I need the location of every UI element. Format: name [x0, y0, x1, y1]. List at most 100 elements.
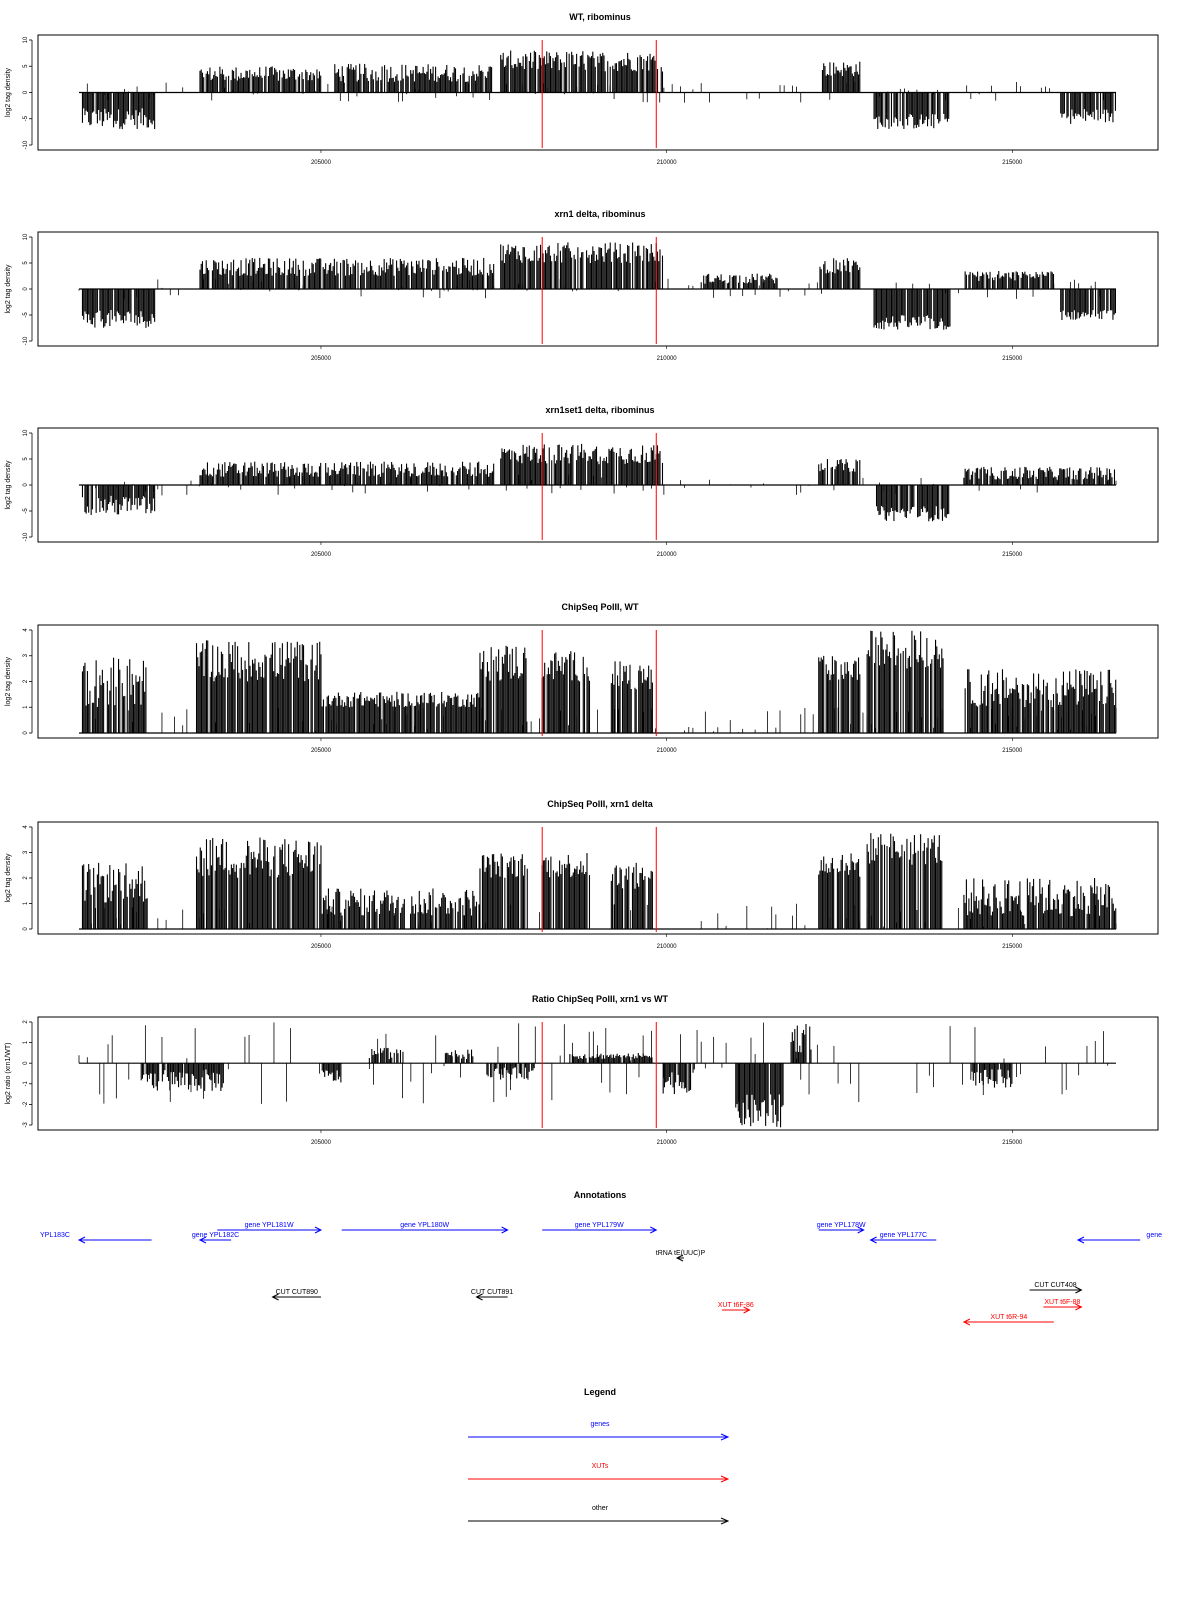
arrow-head-right [1075, 1303, 1083, 1311]
y-axis-label: log2 ratio (xrn1/WT) [5, 1043, 12, 1105]
arrow-head-right [857, 1226, 865, 1234]
panel-title: ChipSeq PolII, xrn1 delta [547, 799, 654, 809]
arrow-head-left [77, 1236, 86, 1244]
y-tick-label: -10 [23, 336, 29, 345]
chart-panel-2: xrn1 delta, ribominus 10 5 0 -5 -10 log2 tag d… [5, 209, 1159, 362]
y-tick-label: 3 [23, 850, 29, 854]
arrow-head-left [1076, 1236, 1085, 1244]
annotation-label: XUT t6F-88 [1044, 1299, 1080, 1306]
y-axis-label: log2 tag density [5, 460, 12, 510]
plot-frame [37, 427, 1159, 543]
y-tick-label: -10 [23, 532, 29, 541]
y-axis-label: log2 tag density [5, 656, 12, 706]
annotation-item: XUT t6F-86 [718, 1302, 754, 1314]
annotation-item: gene YPL177C [869, 1232, 937, 1244]
x-tick-label: 210000 [657, 748, 678, 754]
y-tick-label: 3 [23, 653, 29, 657]
x-tick-label: 210000 [657, 160, 678, 166]
annotations-title: Annotations [574, 1190, 627, 1200]
y-tick-label: 0 [23, 1061, 29, 1065]
annotation-label: gene YPL182C [192, 1232, 239, 1239]
annotation-item: gene YPL182C [192, 1232, 239, 1244]
annotation-item: XUT t6R-94 [962, 1314, 1054, 1326]
arrow-head-left [198, 1236, 207, 1244]
annotation-label: gene YPL177C [880, 1232, 927, 1239]
arrow-head-right [1075, 1286, 1083, 1294]
panel-title: xrn1 delta, ribominus [554, 209, 645, 219]
plot-frame [37, 34, 1159, 151]
annotation-label: gene YPL178W [817, 1222, 866, 1229]
arrow-head-right [501, 1226, 509, 1234]
legend-title: Legend [584, 1387, 616, 1397]
y-tick-label: 10 [23, 429, 29, 436]
y-tick-label: 1 [23, 901, 29, 905]
plot-frame [37, 1016, 1159, 1131]
x-tick-label: 205000 [311, 944, 332, 950]
data-bars [81, 630, 1117, 733]
arrow-head-left [962, 1318, 971, 1326]
legend-label: genes [590, 1421, 610, 1428]
data-bars [81, 833, 1117, 929]
annotation-item: YPL183C [40, 1232, 152, 1244]
plot-frame [37, 821, 1159, 935]
annotation-item: gene YPL181W [217, 1222, 323, 1234]
legend-arrow-head [720, 1517, 730, 1525]
y-tick-label: 1 [23, 705, 29, 709]
y-tick-label: 0 [23, 927, 29, 931]
y-tick-label: -5 [23, 312, 29, 318]
arrow-head-left [869, 1236, 877, 1244]
annotation-item: gene [1076, 1232, 1162, 1244]
data-bars [78, 1022, 1109, 1128]
y-axis-label: log2 tag density [5, 264, 12, 314]
x-tick-label: 215000 [1002, 160, 1023, 166]
x-tick-label: 210000 [657, 1140, 678, 1146]
annotation-item: tRNA tE(UUC)P [656, 1250, 705, 1262]
plot-frame [37, 624, 1159, 739]
arrow-head-right [650, 1226, 658, 1234]
legend-panel: Legend genes XUTs other [468, 1387, 730, 1525]
y-tick-label: 2 [23, 876, 29, 880]
data-bars [78, 242, 1116, 330]
y-tick-label: 10 [23, 36, 29, 43]
y-tick-label: -10 [23, 140, 29, 149]
annotation-label: gene YPL181W [245, 1222, 294, 1229]
arrow-head-right [314, 1226, 323, 1234]
chart-panel-6: Ratio ChipSeq PolII, xrn1 vs WT 2 1 0 -1 -2 -3… [5, 994, 1159, 1146]
y-tick-label: 2 [23, 679, 29, 683]
panel-title: Ratio ChipSeq PolII, xrn1 vs WT [532, 994, 669, 1004]
annotation-item: gene YPL179W [542, 1222, 658, 1234]
y-tick-label: 5 [23, 457, 29, 461]
y-axis-label: log2 tag density [5, 853, 12, 903]
annotation-item: CUT CUT408 [1029, 1282, 1083, 1294]
y-tick-label: -3 [23, 1122, 29, 1128]
annotation-label: XUT t6F-86 [718, 1302, 754, 1309]
y-tick-label: -5 [23, 115, 29, 121]
chart-panel-5: ChipSeq PolII, xrn1 delta 4 3 2 1 0 log2 tag d… [5, 799, 1159, 950]
x-tick-label: 205000 [311, 552, 332, 558]
legend-entry: XUTs [468, 1463, 730, 1483]
annotation-label: gene YPL180W [400, 1222, 449, 1229]
data-bars [78, 443, 1117, 522]
annotation-label: CUT CUT891 [471, 1289, 513, 1296]
x-tick-label: 215000 [1002, 944, 1023, 950]
x-tick-label: 215000 [1002, 1140, 1023, 1146]
y-tick-label: 1 [23, 1040, 29, 1044]
x-tick-label: 215000 [1002, 356, 1023, 362]
y-tick-label: 10 [23, 233, 29, 240]
annotation-label: XUT t6R-94 [990, 1314, 1027, 1321]
y-tick-label: 0 [23, 483, 29, 487]
plot-frame [37, 231, 1159, 347]
x-tick-label: 205000 [311, 748, 332, 754]
annotation-label: gene YPL179W [575, 1222, 624, 1229]
y-tick-label: 2 [23, 1020, 29, 1024]
y-tick-label: 0 [23, 731, 29, 735]
y-tick-label: 4 [23, 825, 29, 829]
chart-panel-4: ChipSeq PolII, WT 4 3 2 1 0 log2 tag density 20… [5, 602, 1159, 754]
annotations-panel: Annotations YPL183C gene YPL181W gene YPL18… [40, 1190, 1162, 1326]
annotation-item: gene YPL180W [341, 1222, 509, 1234]
legend-entry: other [468, 1505, 730, 1525]
x-tick-label: 210000 [657, 944, 678, 950]
legend-label: XUTs [592, 1463, 609, 1470]
